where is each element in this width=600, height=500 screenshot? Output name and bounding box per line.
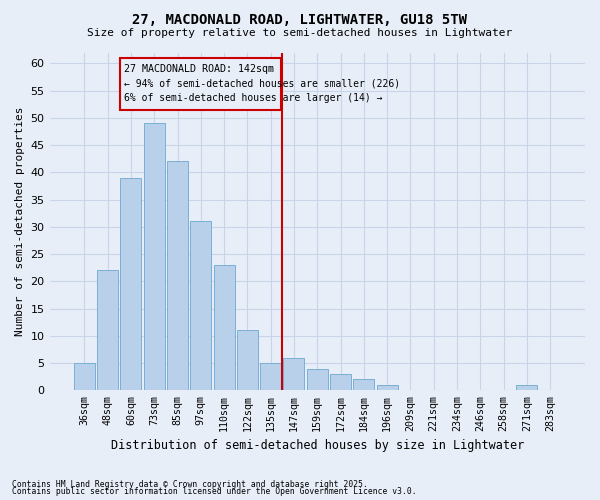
Text: Size of property relative to semi-detached houses in Lightwater: Size of property relative to semi-detach… bbox=[88, 28, 512, 38]
Bar bbox=[237, 330, 258, 390]
Bar bbox=[167, 162, 188, 390]
Bar bbox=[214, 265, 235, 390]
X-axis label: Distribution of semi-detached houses by size in Lightwater: Distribution of semi-detached houses by … bbox=[110, 440, 524, 452]
Text: 27, MACDONALD ROAD, LIGHTWATER, GU18 5TW: 27, MACDONALD ROAD, LIGHTWATER, GU18 5TW bbox=[133, 12, 467, 26]
Text: 6% of semi-detached houses are larger (14) →: 6% of semi-detached houses are larger (1… bbox=[124, 93, 382, 103]
Bar bbox=[307, 368, 328, 390]
Bar bbox=[330, 374, 351, 390]
FancyBboxPatch shape bbox=[121, 58, 281, 110]
Text: Contains public sector information licensed under the Open Government Licence v3: Contains public sector information licen… bbox=[12, 487, 416, 496]
Bar bbox=[121, 178, 142, 390]
Text: ← 94% of semi-detached houses are smaller (226): ← 94% of semi-detached houses are smalle… bbox=[124, 78, 400, 88]
Y-axis label: Number of semi-detached properties: Number of semi-detached properties bbox=[15, 106, 25, 336]
Bar bbox=[260, 363, 281, 390]
Bar bbox=[353, 380, 374, 390]
Text: 27 MACDONALD ROAD: 142sqm: 27 MACDONALD ROAD: 142sqm bbox=[124, 64, 274, 74]
Bar bbox=[144, 124, 165, 390]
Bar bbox=[190, 222, 211, 390]
Bar bbox=[283, 358, 304, 390]
Bar bbox=[377, 385, 398, 390]
Bar bbox=[97, 270, 118, 390]
Bar bbox=[74, 363, 95, 390]
Bar bbox=[517, 385, 538, 390]
Text: Contains HM Land Registry data © Crown copyright and database right 2025.: Contains HM Land Registry data © Crown c… bbox=[12, 480, 368, 489]
